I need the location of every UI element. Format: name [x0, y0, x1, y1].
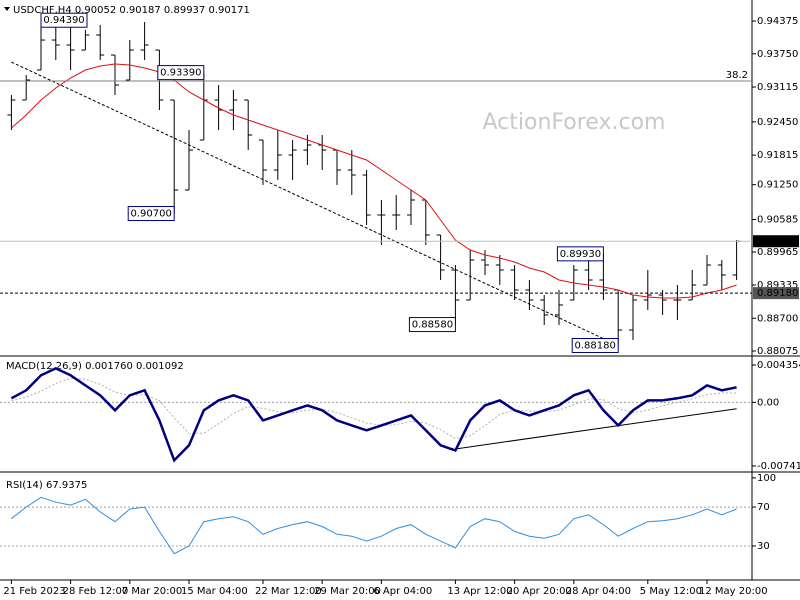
x-tick-label: 28 Feb 12:00	[63, 586, 129, 597]
x-tick-label: 5 May 12:00	[640, 586, 702, 597]
y-tick-label: 0.94375	[757, 16, 798, 27]
x-tick-label: 22 Mar 12:00	[255, 586, 322, 597]
annotation-label: 0.90700	[131, 209, 172, 220]
annotation-box	[408, 317, 456, 333]
y-tick-label: 100	[757, 473, 776, 484]
y-tick-label: 0.00	[757, 397, 779, 408]
annotation-label: 0.94390	[43, 15, 84, 26]
y-tick-label: 0.93750	[757, 49, 798, 60]
annotation-box	[127, 206, 175, 222]
x-tick-label: 20 Apr 20:00	[507, 586, 572, 597]
trendline	[11, 61, 619, 346]
annotation-label: 0.88180	[575, 341, 616, 352]
y-tick-label: 0.91250	[757, 180, 798, 191]
y-tick-label: 0.004354	[757, 360, 800, 371]
support-box	[753, 287, 799, 300]
x-tick-label: 29 Mar 20:00	[314, 586, 381, 597]
annotation-box	[556, 246, 604, 262]
y-tick-label: 0.88075	[757, 346, 798, 357]
x-tick-label: 7 Mar 20:00	[122, 586, 182, 597]
annotation-label: 0.93390	[160, 68, 201, 79]
moving-average	[11, 63, 737, 299]
macd-title: MACD(12,26,9) 0.001760 0.001092	[6, 361, 184, 372]
price-title: USDCHF,H4 0.90052 0.90187 0.89937 0.9017…	[13, 5, 250, 16]
collapse-icon	[4, 7, 10, 11]
annotation-box	[40, 12, 88, 28]
macd-line	[10, 367, 737, 463]
annotation-box	[157, 65, 205, 81]
rsi-line	[11, 496, 737, 555]
annotation-label: 0.89930	[560, 249, 601, 260]
x-tick-label: 6 Apr 04:00	[373, 586, 432, 597]
x-tick-label: 21 Feb 2023	[3, 586, 65, 597]
y-tick-label: 70	[757, 502, 770, 513]
y-tick-label: 30	[757, 541, 770, 552]
x-tick-label: 15 Mar 04:00	[181, 586, 248, 597]
x-tick-label: 13 Apr 12:00	[447, 586, 512, 597]
y-tick-label: -0.007417	[757, 461, 800, 472]
trendline	[455, 408, 737, 450]
y-tick-label: 0.89335	[757, 280, 798, 291]
price-box	[753, 235, 799, 248]
fibo-label: 38.2	[726, 70, 748, 81]
y-tick-label: 0.93115	[757, 82, 798, 93]
x-tick-label: 28 Apr 04:00	[566, 586, 631, 597]
x-tick-label: 12 May 20:00	[699, 586, 768, 597]
rsi-title: RSI(14) 67.9375	[6, 480, 87, 491]
annotation-box	[571, 338, 619, 354]
watermark: ActionForex.com	[483, 110, 666, 135]
annotation-label: 0.88580	[412, 320, 453, 331]
y-tick-label: 0.91815	[757, 150, 798, 161]
y-tick-label: 0.92450	[757, 117, 798, 128]
y-tick-label: 0.89965	[757, 247, 798, 258]
support-label: 0.89180	[757, 288, 798, 299]
y-tick-label: 0.88700	[757, 313, 798, 324]
y-tick-label: 0.90585	[757, 215, 798, 226]
price-label: 0.90171	[757, 236, 798, 247]
